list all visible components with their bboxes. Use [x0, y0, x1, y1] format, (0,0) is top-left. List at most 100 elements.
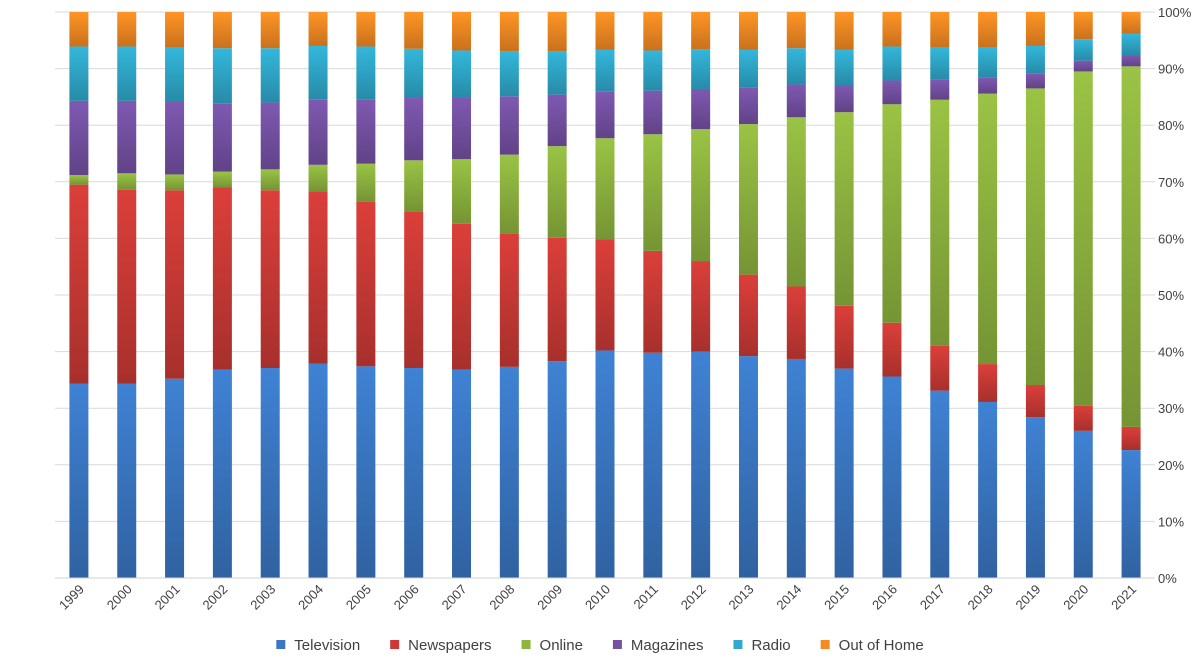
bar-segment-out-of-home [834, 12, 854, 50]
bar-segment-out-of-home [547, 12, 567, 52]
bar-segment-online [834, 112, 854, 306]
y-tick-label: 70% [1158, 175, 1184, 190]
bar-segment-television [643, 352, 663, 578]
bar-segment-magazines [930, 79, 950, 100]
bar-segment-newspapers [260, 190, 280, 369]
x-tick-label: 2013 [726, 582, 757, 613]
bar-segment-television [499, 366, 519, 578]
bar-segment-magazines [165, 101, 185, 175]
bar-segment-online [643, 134, 663, 251]
legend-label: Magazines [631, 637, 704, 654]
bar-segment-out-of-home [308, 12, 328, 46]
bar-segment-magazines [691, 88, 711, 130]
bar-segment-out-of-home [595, 12, 615, 50]
bar-segment-out-of-home [1073, 12, 1093, 40]
y-tick-label: 100% [1158, 5, 1192, 20]
bar-segment-out-of-home [738, 12, 758, 50]
bar-segment-newspapers [595, 239, 615, 351]
legend-item-online: Online [521, 637, 583, 654]
bar-segment-magazines [1025, 73, 1045, 89]
bar-segment-radio [356, 46, 376, 100]
bar-segment-newspapers [786, 286, 806, 359]
y-tick-label: 60% [1158, 231, 1184, 246]
bar-segment-online [882, 104, 902, 323]
bar-segment-newspapers [356, 201, 376, 367]
bar-segment-magazines [786, 84, 806, 118]
bar-segment-online [547, 146, 567, 238]
bar-segment-out-of-home [117, 12, 137, 47]
bar-segment-magazines [1073, 60, 1093, 72]
bar-segment-magazines [69, 100, 89, 176]
bar-segment-magazines [212, 103, 232, 172]
bar-segment-newspapers [643, 250, 663, 353]
bar-segment-television [404, 368, 424, 578]
bar-segment-radio [547, 51, 567, 95]
bar-segment-television [595, 350, 615, 578]
bar-segment-television [165, 378, 185, 578]
bar-segment-newspapers [499, 233, 519, 367]
x-tick-label: 2016 [869, 582, 900, 613]
x-tick-label: 2009 [534, 582, 565, 613]
bar-segment-magazines [595, 91, 615, 139]
y-tick-label: 20% [1158, 458, 1184, 473]
bar-segment-newspapers [212, 187, 232, 370]
bar-segment-television [356, 366, 376, 578]
bar-segment-television [547, 361, 567, 578]
bar-segment-radio [69, 46, 89, 101]
bar-segment-magazines [499, 96, 519, 155]
legend: Television Newspapers Online Magazines Radio… [276, 637, 924, 654]
x-tick-label: 2005 [343, 582, 374, 613]
legend-label: Online [540, 637, 583, 654]
bar-segment-radio [117, 46, 137, 101]
bar-segment-newspapers [1121, 426, 1141, 451]
bar-segment-online [356, 163, 376, 202]
bar-segment-online [1073, 71, 1093, 406]
bar-segment-radio [738, 49, 758, 88]
y-tick-label: 0% [1158, 571, 1177, 586]
x-axis-ticks: 1999 2000 2001 2002 2003 2004 2005 2006 2007 2008… [56, 582, 1139, 613]
bar-segment-television [260, 368, 280, 578]
bar-segment-online [738, 124, 758, 275]
bar-segment-magazines [978, 77, 998, 94]
bar-segment-radio [595, 49, 615, 92]
bar-segment-out-of-home [452, 12, 472, 51]
bar-segment-newspapers [1025, 384, 1045, 418]
x-tick-label: 2017 [917, 582, 948, 613]
legend-item-newspapers: Newspapers [390, 637, 492, 654]
bar-segment-radio [643, 50, 663, 91]
bar-segment-out-of-home [882, 12, 902, 47]
bar-segment-television [308, 363, 328, 578]
bar-segment-magazines [643, 90, 663, 135]
bar-segment-magazines [738, 87, 758, 125]
bar-segment-out-of-home [212, 12, 232, 49]
bar-segment-online [452, 159, 472, 224]
bar-segment-out-of-home [165, 12, 185, 48]
bar-segment-radio [691, 49, 711, 89]
bar-segment-radio [978, 47, 998, 78]
bar-segment-radio [165, 47, 185, 102]
bar-segment-online [595, 138, 615, 240]
bar-segment-out-of-home [1025, 12, 1045, 46]
y-tick-label: 80% [1158, 118, 1184, 133]
bar-segment-television [1121, 450, 1141, 578]
bar-segment-online [212, 171, 232, 188]
bar-segment-radio [1121, 33, 1141, 56]
bar-segment-out-of-home [643, 12, 663, 51]
bar-segment-radio [930, 47, 950, 80]
y-tick-label: 30% [1158, 401, 1184, 416]
bar-segment-online [165, 174, 185, 191]
bar-segment-out-of-home [69, 12, 89, 47]
y-tick-label: 50% [1158, 288, 1184, 303]
y-axis-ticks: 0% 10% 20% 30% 40% 50% 60% 70% 80% 90% 100% [1158, 5, 1192, 586]
x-tick-label: 2000 [104, 582, 135, 613]
bar-segment-online [1025, 88, 1045, 385]
x-tick-label: 2001 [152, 582, 183, 613]
bar-segment-radio [260, 48, 280, 103]
legend-label: Television [294, 637, 360, 654]
bar-segment-radio [499, 51, 519, 97]
bar-segment-television [738, 356, 758, 578]
bar-segment-radio [834, 49, 854, 86]
bar-segment-magazines [308, 99, 328, 165]
legend-swatch [820, 640, 830, 649]
bar-segment-out-of-home [356, 12, 376, 47]
